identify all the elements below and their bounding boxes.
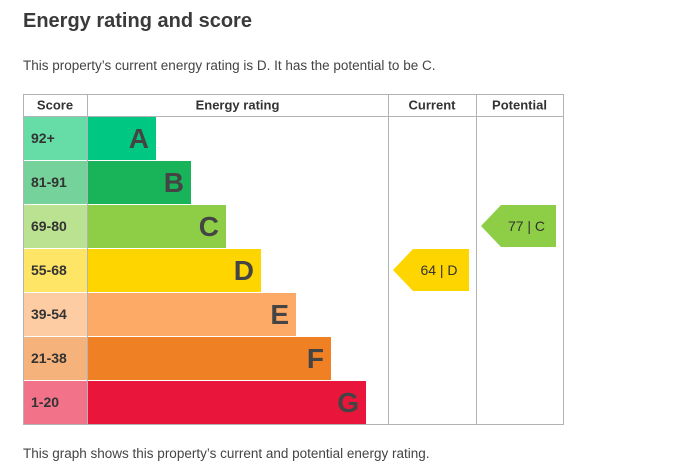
score-range-label: 21-38 — [31, 350, 67, 366]
potential-rating-label: 77 | C — [508, 218, 545, 234]
rating-bar-b — [88, 161, 191, 204]
header-potential: Potential — [492, 98, 547, 113]
chart-caption: This graph shows this property’s current… — [23, 446, 430, 461]
rating-bar-d — [88, 249, 261, 292]
rating-bar-e — [88, 293, 296, 336]
header-energy-rating: Energy rating — [196, 98, 280, 113]
rating-letter-label: D — [234, 255, 254, 286]
score-range-label: 1-20 — [31, 394, 59, 410]
current-rating-label: 64 | D — [420, 262, 457, 278]
score-range-label: 69-80 — [31, 218, 67, 234]
score-range-label: 81-91 — [31, 174, 67, 190]
current-rating-arrow — [393, 249, 469, 291]
score-range-label: 92+ — [31, 130, 55, 146]
rating-letter-label: F — [307, 343, 324, 374]
rating-letter-label: A — [129, 123, 149, 154]
rating-letter-label: C — [199, 211, 219, 242]
header-score: Score — [37, 98, 73, 113]
rating-bar-g — [88, 381, 366, 424]
rating-bar-c — [88, 205, 226, 248]
score-cell-g — [24, 381, 87, 424]
score-cell-f — [24, 337, 87, 380]
chart-grid — [23, 94, 564, 425]
potential-rating-arrow — [481, 205, 556, 247]
score-cell-e — [24, 293, 87, 336]
score-cell-d — [24, 249, 87, 292]
score-cell-b — [24, 161, 87, 204]
rating-letter-label: E — [270, 299, 289, 330]
rating-bar-f — [88, 337, 331, 380]
score-range-label: 39-54 — [31, 306, 67, 322]
score-range-label: 55-68 — [31, 262, 67, 278]
rating-letter-label: G — [337, 387, 359, 418]
rating-summary: This property’s current energy rating is… — [23, 58, 436, 73]
rating-letter-label: B — [164, 167, 184, 198]
header-current: Current — [409, 98, 457, 113]
score-cell-c — [24, 205, 87, 248]
rating-bands: 92+ A 81-91 B 69-80 C 55-68 D 39-54 E 21-38 F 1-20 G — [24, 117, 366, 424]
rating-bar-a — [88, 117, 156, 160]
rating-markers: 64 | D 77 | C — [393, 205, 556, 291]
page-title: Energy rating and score — [23, 10, 252, 32]
chart-headers: Score Energy rating Current Potential — [37, 98, 547, 113]
score-cell-a — [24, 117, 87, 160]
chart-frame — [23, 94, 564, 425]
